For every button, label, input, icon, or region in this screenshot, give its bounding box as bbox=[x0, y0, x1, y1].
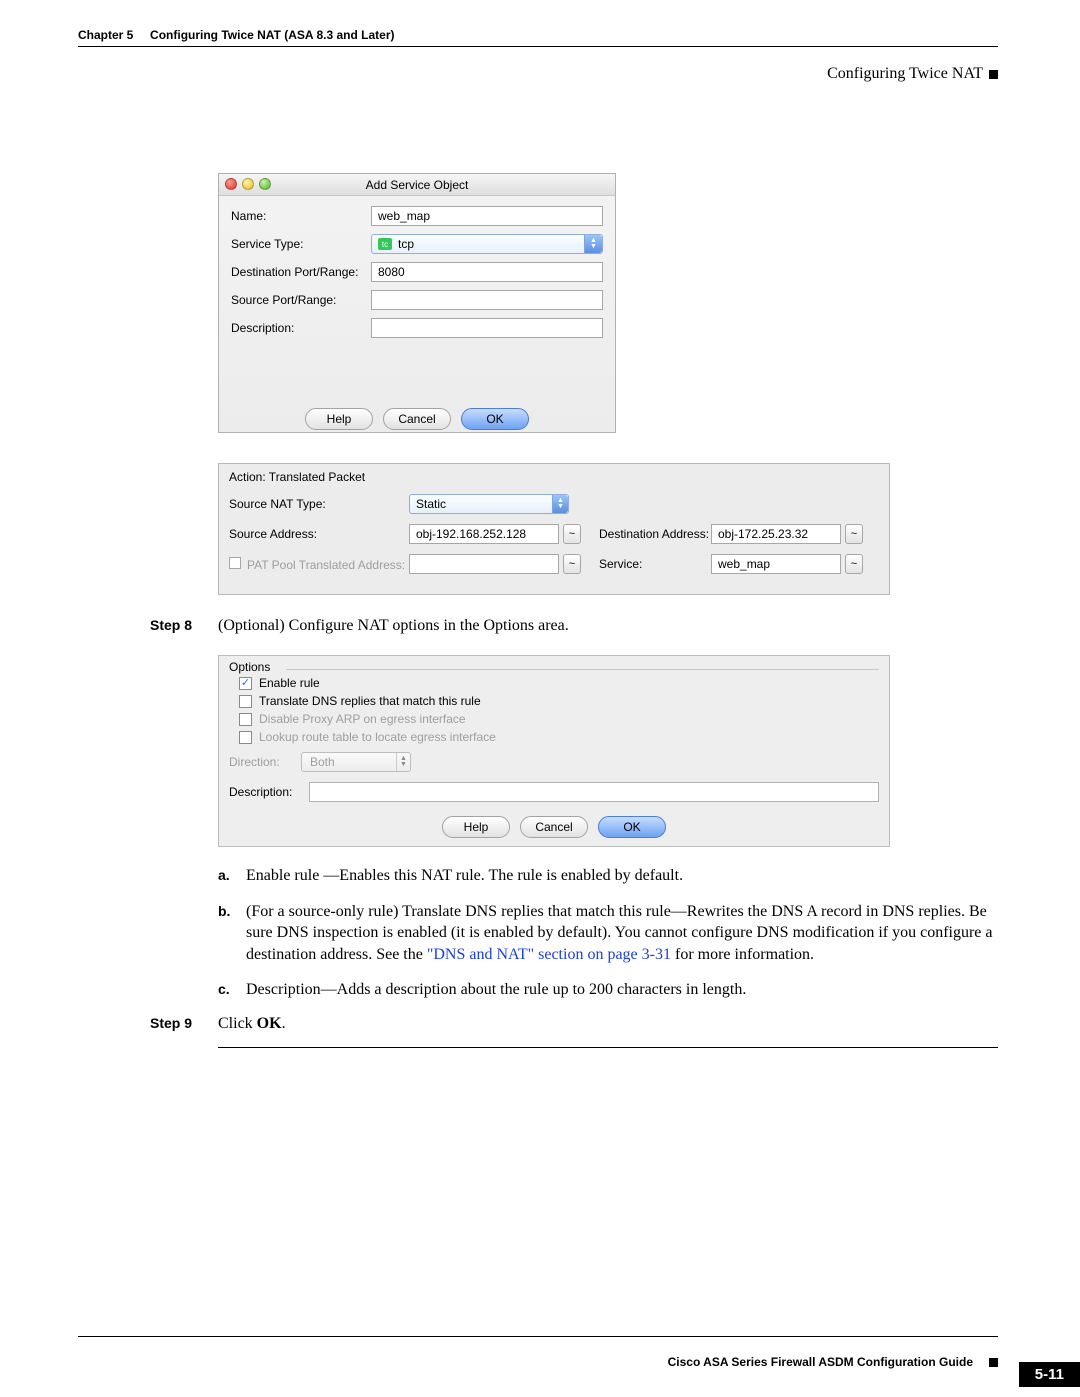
options-description-input[interactable] bbox=[309, 782, 879, 802]
lookup-route-label: Lookup route table to locate egress inte… bbox=[259, 730, 496, 744]
source-nat-value: Static bbox=[416, 497, 446, 511]
window-controls[interactable] bbox=[225, 178, 271, 190]
patpool-checkbox bbox=[229, 557, 241, 569]
options-ok-button[interactable]: OK bbox=[598, 816, 666, 838]
srcport-input[interactable] bbox=[371, 290, 603, 310]
chapter-title: Configuring Twice NAT (ASA 8.3 and Later… bbox=[150, 28, 394, 42]
groupbox-rule bbox=[286, 669, 879, 670]
translated-packet-panel: Action: Translated Packet Source NAT Typ… bbox=[218, 463, 890, 595]
header-rule bbox=[78, 46, 998, 47]
footer-marker bbox=[989, 1358, 998, 1367]
servicetype-label: Service Type: bbox=[231, 237, 371, 251]
chevron-updown-icon: ▲▼ bbox=[584, 235, 602, 253]
servicetype-value: tcp bbox=[398, 237, 414, 251]
source-nat-label: Source NAT Type: bbox=[229, 497, 409, 511]
item-b-marker: b. bbox=[218, 901, 246, 966]
name-label: Name: bbox=[231, 209, 371, 223]
destport-label: Destination Port/Range: bbox=[231, 265, 371, 279]
item-a-text: Enable rule —Enables this NAT rule. The … bbox=[246, 865, 998, 887]
dialog-title: Add Service Object bbox=[366, 178, 469, 192]
chevron-updown-icon: ▲▼ bbox=[396, 753, 410, 771]
step-separator bbox=[218, 1047, 998, 1048]
step8-number: Step 8 bbox=[78, 617, 218, 635]
lookup-route-checkbox bbox=[239, 731, 252, 744]
ok-button[interactable]: OK bbox=[461, 408, 529, 430]
item-c-text: Description—Adds a description about the… bbox=[246, 979, 998, 1001]
section-marker bbox=[989, 70, 998, 79]
options-help-button[interactable]: Help bbox=[442, 816, 510, 838]
disable-proxy-checkbox bbox=[239, 713, 252, 726]
dialog-titlebar: Add Service Object bbox=[219, 174, 615, 196]
section-title: Configuring Twice NAT bbox=[827, 65, 983, 83]
header-left: Chapter 5 Configuring Twice NAT (ASA 8.3… bbox=[78, 28, 394, 42]
description-label: Description: bbox=[231, 321, 371, 335]
translate-dns-checkbox[interactable] bbox=[239, 695, 252, 708]
item-b-text: (For a source-only rule) Translate DNS r… bbox=[246, 901, 998, 966]
srcport-label: Source Port/Range: bbox=[231, 293, 371, 307]
chapter-number: Chapter 5 bbox=[78, 28, 133, 42]
header-right: Configuring Twice NAT bbox=[78, 65, 998, 83]
options-cancel-button[interactable]: Cancel bbox=[520, 816, 588, 838]
tcp-icon: tc bbox=[378, 238, 392, 250]
add-service-object-dialog: Add Service Object Name: Service Type: t… bbox=[218, 173, 616, 433]
dest-addr-input[interactable]: obj-172.25.23.32 bbox=[711, 524, 841, 544]
minimize-icon[interactable] bbox=[242, 178, 254, 190]
patpool-browse-button: ~ bbox=[563, 554, 581, 574]
name-input[interactable] bbox=[371, 206, 603, 226]
options-panel: Options Enable rule Translate DNS replie… bbox=[218, 655, 890, 847]
zoom-icon[interactable] bbox=[259, 178, 271, 190]
description-input[interactable] bbox=[371, 318, 603, 338]
guide-title: Cisco ASA Series Firewall ASDM Configura… bbox=[668, 1355, 973, 1369]
page-number-badge: 5-11 bbox=[1019, 1362, 1080, 1387]
source-addr-browse-button[interactable]: ~ bbox=[563, 524, 581, 544]
direction-select: Both ▲▼ bbox=[301, 752, 411, 772]
cancel-button[interactable]: Cancel bbox=[383, 408, 451, 430]
patpool-label: PAT Pool Translated Address: bbox=[229, 557, 409, 572]
help-button[interactable]: Help bbox=[305, 408, 373, 430]
direction-value: Both bbox=[310, 755, 335, 769]
close-icon[interactable] bbox=[225, 178, 237, 190]
source-addr-label: Source Address: bbox=[229, 527, 409, 541]
options-description-label: Description: bbox=[229, 785, 309, 799]
dns-nat-link[interactable]: "DNS and NAT" section on page 3-31 bbox=[427, 946, 671, 963]
service-browse-button[interactable]: ~ bbox=[845, 554, 863, 574]
item-c-marker: c. bbox=[218, 979, 246, 1001]
servicetype-select[interactable]: tc tcp ▲▼ bbox=[371, 234, 603, 254]
service-input[interactable]: web_map bbox=[711, 554, 841, 574]
enable-rule-checkbox[interactable] bbox=[239, 677, 252, 690]
dest-addr-browse-button[interactable]: ~ bbox=[845, 524, 863, 544]
source-nat-select[interactable]: Static ▲▼ bbox=[409, 494, 569, 514]
item-a-marker: a. bbox=[218, 865, 246, 887]
disable-proxy-label: Disable Proxy ARP on egress interface bbox=[259, 712, 466, 726]
step8-text: (Optional) Configure NAT options in the … bbox=[218, 617, 998, 635]
patpool-input bbox=[409, 554, 559, 574]
source-addr-input[interactable]: obj-192.168.252.128 bbox=[409, 524, 559, 544]
dest-addr-label: Destination Address: bbox=[581, 527, 711, 541]
translate-dns-label: Translate DNS replies that match this ru… bbox=[259, 694, 481, 708]
chevron-updown-icon: ▲▼ bbox=[552, 495, 568, 513]
destport-input[interactable] bbox=[371, 262, 603, 282]
footer-rule bbox=[78, 1336, 998, 1337]
step9-text: Click OK. bbox=[218, 1015, 998, 1033]
service-label: Service: bbox=[581, 557, 711, 571]
direction-label: Direction: bbox=[229, 755, 301, 769]
options-group-title: Options bbox=[219, 656, 280, 674]
page-footer: Cisco ASA Series Firewall ASDM Configura… bbox=[78, 1355, 998, 1369]
step9-number: Step 9 bbox=[78, 1015, 218, 1033]
enable-rule-label: Enable rule bbox=[259, 676, 320, 690]
options-explanation-list: a. Enable rule —Enables this NAT rule. T… bbox=[218, 865, 998, 1001]
panel-title: Action: Translated Packet bbox=[229, 470, 879, 484]
